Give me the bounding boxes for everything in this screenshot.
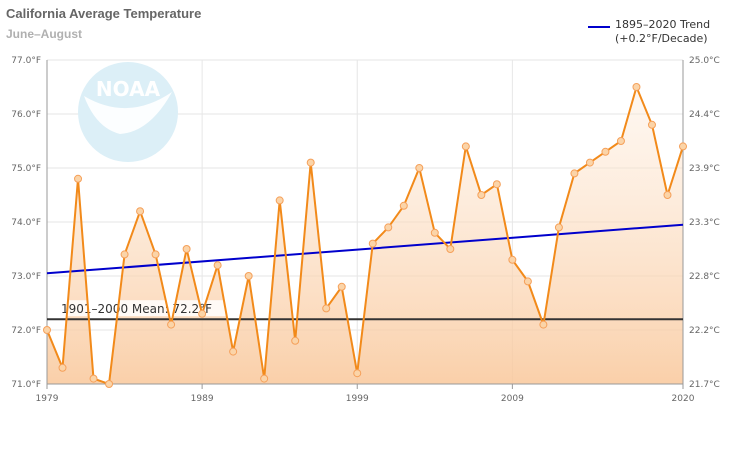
data-points [43, 83, 687, 388]
x-tick-label: 1999 [346, 394, 369, 404]
y-tick-label-left: 72.0°F [11, 326, 41, 336]
data-point[interactable] [446, 245, 455, 253]
legend-trend-rate: (+0.2°F/Decade) [615, 32, 708, 45]
data-point[interactable] [415, 164, 424, 172]
y-tick-label-right: 21.7°C [689, 380, 720, 390]
mean-label-background [56, 300, 226, 317]
data-point[interactable] [182, 245, 191, 253]
data-point[interactable] [523, 277, 532, 286]
y-tick-label-left: 77.0°F [11, 56, 41, 66]
data-point[interactable] [43, 326, 51, 334]
data-point[interactable] [229, 347, 238, 356]
data-point[interactable] [430, 228, 439, 237]
data-point[interactable] [136, 207, 145, 216]
legend-trend-text: 1895–2020 Trend (+0.2°F/Decade) [615, 18, 710, 46]
y-tick-label-left: 75.0°F [11, 164, 41, 174]
data-point[interactable] [554, 223, 563, 232]
data-point[interactable] [213, 261, 222, 270]
chart-subtitle: June–August [6, 27, 83, 41]
noaa-logo: NOAA [78, 62, 178, 162]
data-point[interactable] [337, 282, 346, 291]
data-point[interactable] [647, 120, 656, 129]
legend: 1895–2020 Trend (+0.2°F/Decade) [588, 18, 710, 46]
data-point[interactable] [601, 147, 610, 156]
data-point[interactable] [508, 255, 517, 264]
data-point[interactable] [58, 363, 67, 372]
y-tick-label-left: 74.0°F [11, 218, 41, 228]
data-point[interactable] [275, 196, 284, 205]
data-point[interactable] [492, 180, 501, 189]
x-tick-label: 1979 [36, 394, 59, 404]
y-tick-label-right: 24.4°C [689, 110, 720, 120]
data-point[interactable] [291, 336, 300, 345]
data-point[interactable] [663, 191, 672, 199]
data-point[interactable] [353, 369, 362, 378]
data-point[interactable] [632, 83, 641, 91]
x-tick-label: 1989 [191, 394, 214, 404]
data-point[interactable] [260, 374, 269, 383]
data-point[interactable] [399, 201, 408, 210]
chart-title: California Average Temperature [6, 6, 202, 21]
legend-trend-label: 1895–2020 Trend [615, 18, 711, 31]
trend-line [46, 223, 684, 275]
y-tick-label-right: 23.3°C [689, 218, 720, 228]
y-tick-label-right: 25.0°C [689, 56, 720, 66]
y-tick-label-right: 23.9°C [689, 164, 720, 174]
data-point[interactable] [570, 169, 579, 178]
data-point[interactable] [89, 374, 98, 383]
data-point[interactable] [244, 272, 253, 280]
legend-trend-swatch [588, 26, 610, 28]
data-point[interactable] [368, 239, 377, 248]
data-point[interactable] [384, 223, 393, 232]
y-tick-label-left: 73.0°F [11, 272, 41, 282]
x-tick-label: 2009 [501, 394, 524, 404]
data-point[interactable] [74, 174, 83, 183]
data-point[interactable] [539, 320, 548, 329]
data-point[interactable] [306, 158, 315, 167]
data-point[interactable] [616, 137, 625, 145]
data-point[interactable] [198, 309, 207, 318]
y-tick-label-left: 71.0°F [11, 380, 41, 390]
data-point[interactable] [167, 320, 176, 329]
mean-label: 1901–2000 Mean: 72.2°F [61, 302, 212, 316]
y-tick-label-left: 76.0°F [11, 110, 41, 120]
data-point[interactable] [679, 142, 687, 151]
data-point[interactable] [120, 250, 129, 259]
data-point[interactable] [151, 250, 160, 259]
y-tick-label-right: 22.2°C [689, 326, 720, 336]
data-point[interactable] [477, 191, 486, 199]
data-point[interactable] [585, 158, 594, 167]
data-point[interactable] [105, 380, 114, 388]
y-tick-label-right: 22.8°C [689, 272, 720, 282]
x-tick-label: 2020 [672, 394, 695, 404]
noaa-logo-text: NOAA [96, 77, 161, 101]
data-point[interactable] [461, 142, 470, 151]
data-point[interactable] [322, 304, 331, 313]
